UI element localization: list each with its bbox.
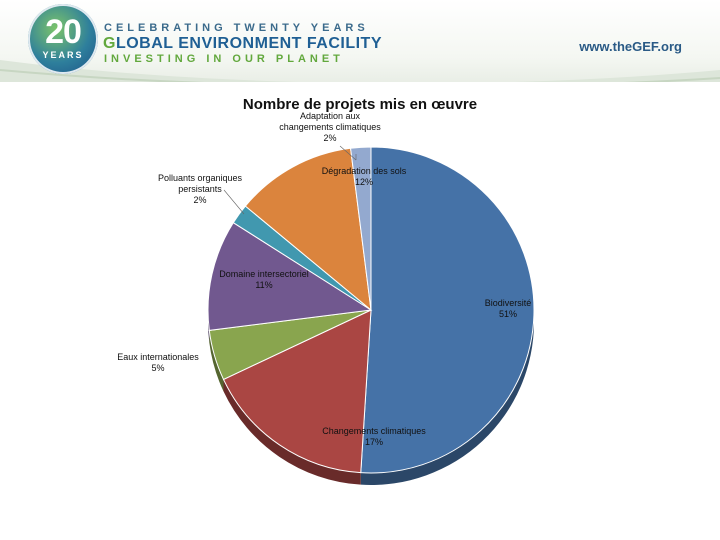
slice-label-changements-climatiques: Changements climatiques 17% [322, 426, 426, 447]
slice-label-adaptation-aux-changements-climatiques: Adaptation aux changements climatiques 2% [279, 111, 381, 143]
logo-number: 20 [45, 13, 82, 51]
slice-label-biodiversite: Biodiversité 51% [485, 298, 532, 319]
slice-label-degradation-des-sols: Dégradation des sols 12% [322, 166, 407, 187]
leader-line-1 [223, 189, 245, 215]
tagline-bottom: INVESTING IN OUR PLANET [104, 53, 344, 65]
pie-slice-biodiversite [360, 146, 535, 474]
org-name: GLOBAL ENVIRONMENT FACILITY [103, 35, 382, 53]
banner: 20 YEARS CELEBRATING TWENTY YEARS GLOBAL… [0, 0, 720, 82]
gef-20-years-logo: 20 YEARS [28, 4, 98, 74]
org-name-rest: LOBAL ENVIRONMENT FACILITY [115, 35, 382, 52]
slice-label-eaux-internationales: Eaux internationales 5% [117, 352, 199, 373]
slice-label-domaine-intersectoriel: Domaine intersectoriel 11% [219, 269, 309, 290]
chart-title: Nombre de projets mis en œuvre [242, 96, 478, 113]
pie-side-eaux-internationales [209, 330, 224, 392]
pie-slice-adaptation-aux-changements-climatiques [350, 146, 372, 311]
slice-label-polluants-organiques-persistants: Polluants organiques persistants 2% [158, 173, 243, 205]
logo-years: YEARS [42, 50, 84, 60]
pie-slice-changements-climatiques [222, 309, 372, 474]
tagline-top: CELEBRATING TWENTY YEARS [104, 22, 369, 34]
banner-swoosh [0, 60, 720, 82]
pie-side-changements-climatiques [223, 379, 361, 485]
leader-line-0 [339, 145, 357, 161]
pie-slice-domaine-intersectoriel [207, 221, 373, 331]
website-link[interactable]: www.theGEF.org [579, 39, 682, 54]
org-name-lead: G [103, 35, 116, 52]
